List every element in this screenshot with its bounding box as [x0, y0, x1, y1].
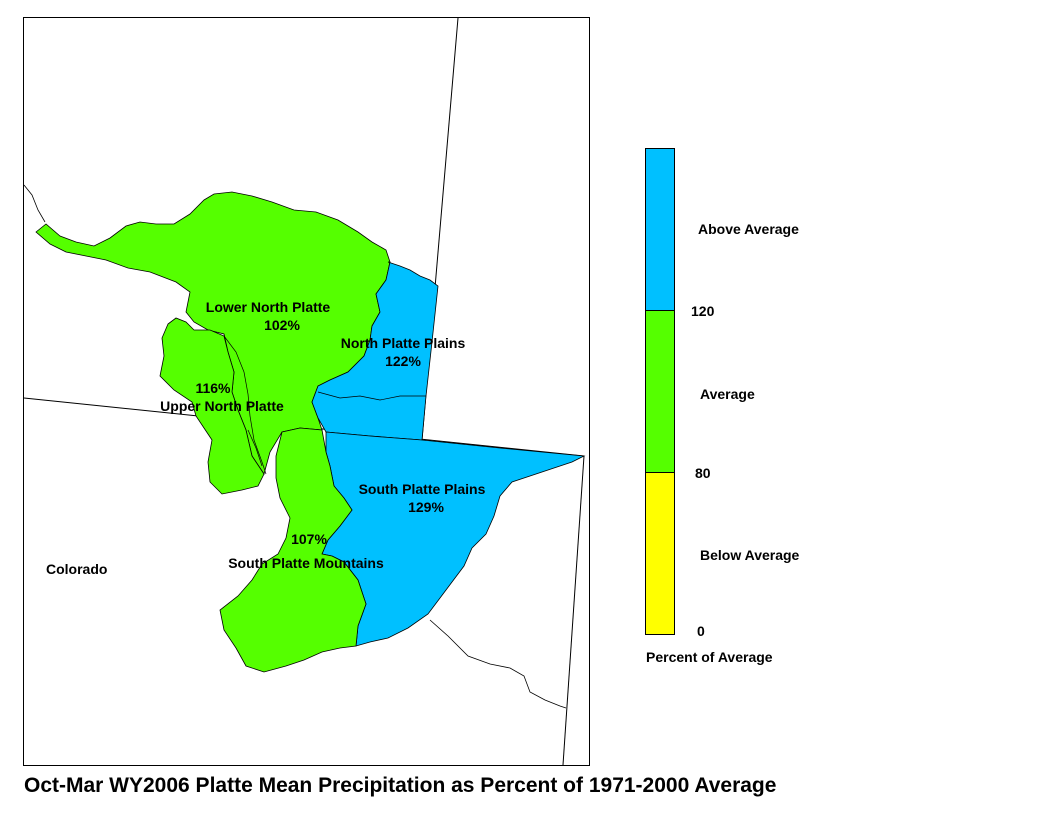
legend: Above Average Average Below Average 120 … [645, 148, 800, 665]
basin-boundary-line [223, 335, 267, 475]
basin-boundary-line [24, 184, 46, 223]
region-label-lower-north-platte: Lower North Platte [206, 299, 331, 315]
region-percent-north-platte-plains: 122% [385, 353, 421, 369]
legend-title: Percent of Average [646, 649, 773, 665]
legend-swatch-above-average [645, 148, 675, 311]
region-north-platte-plains [311, 261, 439, 441]
region-percent-lower-north-platte: 102% [264, 317, 300, 333]
legend-swatch-average [645, 310, 675, 473]
region-label-upper-north-platte: Upper North Platte [160, 398, 284, 414]
legend-break-80: 80 [695, 465, 711, 481]
region-label-north-platte-plains: North Platte Plains [341, 335, 466, 351]
region-percent-south-platte-mountains: 107% [291, 531, 327, 547]
legend-label-average: Average [700, 386, 755, 402]
basin-boundary-line [247, 429, 263, 467]
region-label-south-platte-plains: South Platte Plains [359, 481, 486, 497]
basin-boundary-line [317, 391, 426, 401]
map-title: Oct-Mar WY2006 Platte Mean Precipitation… [24, 774, 777, 797]
region-upper-north-platte [159, 317, 265, 495]
region-percent-south-platte-plains: 129% [408, 499, 444, 515]
basin-boundary-line [429, 619, 567, 709]
region-south-platte-mountains [219, 427, 367, 673]
legend-break-0: 0 [697, 623, 705, 639]
legend-label-below-average: Below Average [700, 547, 800, 563]
state-boundary-line [562, 455, 585, 765]
region-label-south-platte-mountains: South Platte Mountains [228, 555, 384, 571]
legend-swatch-below-average [645, 472, 675, 635]
legend-break-120: 120 [691, 303, 715, 319]
legend-label-above-average: Above Average [698, 221, 799, 237]
region-percent-upper-north-platte: 116% [195, 380, 231, 396]
state-label-colorado: Colorado [46, 561, 107, 577]
